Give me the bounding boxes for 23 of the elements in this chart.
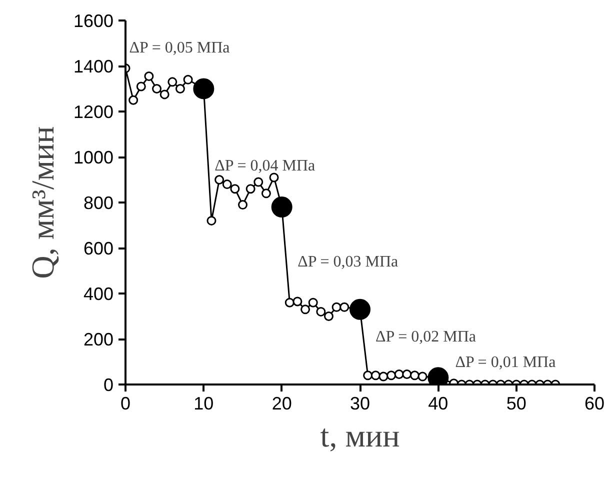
y-tick-label: 600: [83, 238, 114, 258]
x-tick-label: 30: [350, 394, 370, 414]
y-tick-label: 200: [83, 330, 114, 350]
x-tick-label: 40: [428, 394, 448, 414]
x-tick-label: 60: [584, 394, 605, 414]
y-axis-title: Q, мм³/мин: [24, 126, 60, 279]
annotation: ΔP = 0,02 МПа: [375, 328, 476, 346]
y-tick-label: 800: [83, 193, 114, 213]
x-tick-label: 20: [272, 394, 292, 414]
y-tick-label: 1400: [73, 56, 114, 76]
annotation: ΔP = 0,03 МПа: [298, 253, 398, 270]
annotation: ΔP = 0,05 МПа: [129, 39, 230, 56]
y-tick-label: 1200: [73, 102, 114, 122]
x-tick-label: 0: [120, 394, 131, 414]
x-axis-title: t, мин: [320, 418, 400, 454]
annotation: ΔP = 0,01 МПа: [455, 354, 556, 372]
x-tick-label: 10: [194, 394, 214, 414]
y-tick-label: 1000: [73, 148, 114, 168]
y-tick-label: 0: [103, 375, 114, 395]
x-tick-label: 50: [506, 394, 526, 414]
annotation: ΔP = 0,04 МПа: [214, 158, 316, 175]
y-tick-label: 400: [83, 284, 114, 304]
y-tick-label: 1600: [73, 11, 114, 31]
